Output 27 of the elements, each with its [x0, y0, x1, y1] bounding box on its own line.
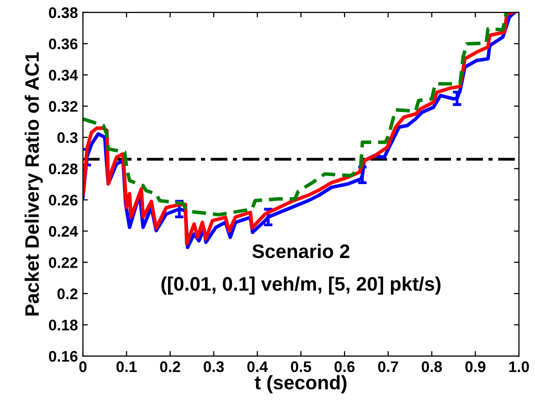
y-tick-label: 0.32: [48, 101, 78, 112]
x-tick-label: 0.7: [378, 361, 398, 372]
y-tick-label: 0.38: [48, 7, 78, 18]
x-tick-label: 0.2: [160, 361, 180, 372]
x-tick-label: 1.0: [509, 361, 529, 372]
x-tick-label: 0.3: [204, 361, 224, 372]
x-tick-label: 0.6: [334, 361, 355, 372]
y-tick-label: 0.28: [48, 163, 78, 174]
y-tick-label: 0.34: [48, 70, 78, 81]
annotation: ([0.01, 0.1] veh/m, [5, 20] pkt/s): [161, 276, 440, 295]
x-tick-label: 0.5: [290, 361, 312, 372]
x-tick-label: 0.1: [116, 361, 137, 372]
y-tick-label: 0.24: [48, 226, 78, 237]
y-tick-label: 0.26: [48, 194, 78, 206]
x-tick-label: 0.8: [422, 361, 442, 372]
y-axis-title: Packet Delivery Ratio of AC1: [24, 52, 43, 316]
y-tick-label: 0.22: [48, 257, 78, 268]
y-tick-label: 0.36: [48, 38, 78, 50]
y-tick-label: 0.3: [57, 132, 78, 144]
y-tick-label: 0.16: [48, 350, 78, 362]
annotation: Scenario 2: [252, 244, 350, 258]
x-axis-title: t (second): [254, 375, 346, 394]
y-tick-label: 0.2: [57, 288, 78, 300]
x-tick-label: 0.9: [465, 361, 486, 372]
x-tick-label: 0: [79, 361, 87, 372]
x-tick-label: 0.4: [247, 361, 268, 372]
y-tick-label: 0.18: [48, 320, 78, 330]
